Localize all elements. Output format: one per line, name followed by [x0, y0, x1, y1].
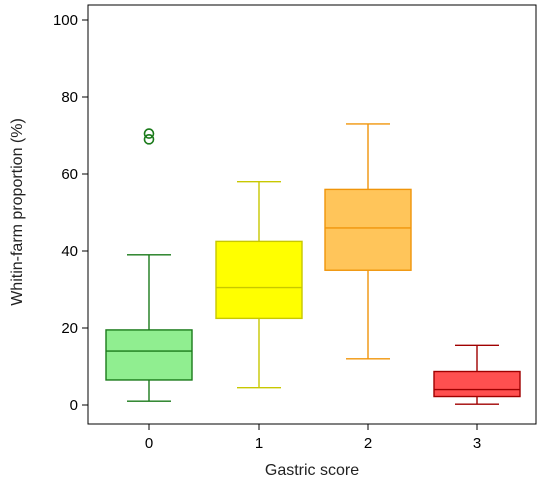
y-tick-label-0: 0	[70, 397, 78, 414]
outlier-0-1	[143, 128, 155, 139]
y-tick-label-80: 80	[61, 89, 78, 106]
box-body-0	[105, 329, 193, 381]
x-tick-label-1: 1	[255, 435, 263, 452]
x-axis-title: Gastric score	[265, 462, 359, 479]
plot-border	[87, 4, 537, 425]
box-1	[215, 180, 303, 389]
box-body-1	[215, 240, 303, 320]
y-axis: 0 20 40 60 80 100	[53, 12, 88, 414]
x-tick-label-2: 2	[364, 435, 372, 452]
x-tick-label-0: 0	[145, 435, 153, 452]
box-body-2	[324, 188, 412, 271]
box-body-3	[433, 370, 521, 398]
x-tick-label-3: 3	[473, 435, 481, 452]
boxes-group	[105, 123, 521, 405]
box-2	[324, 123, 412, 360]
plot-area	[87, 4, 537, 425]
box-0	[105, 128, 193, 402]
y-tick-label-40: 40	[61, 243, 78, 260]
x-axis: 0 1 2 3	[145, 424, 481, 452]
y-tick-label-60: 60	[61, 166, 78, 183]
y-tick-label-100: 100	[53, 12, 78, 29]
box-3	[433, 344, 521, 405]
y-axis-title: Whitin-farm proportion (%)	[9, 118, 26, 306]
outlier-0-0	[143, 134, 155, 145]
y-tick-label-20: 20	[61, 320, 78, 337]
